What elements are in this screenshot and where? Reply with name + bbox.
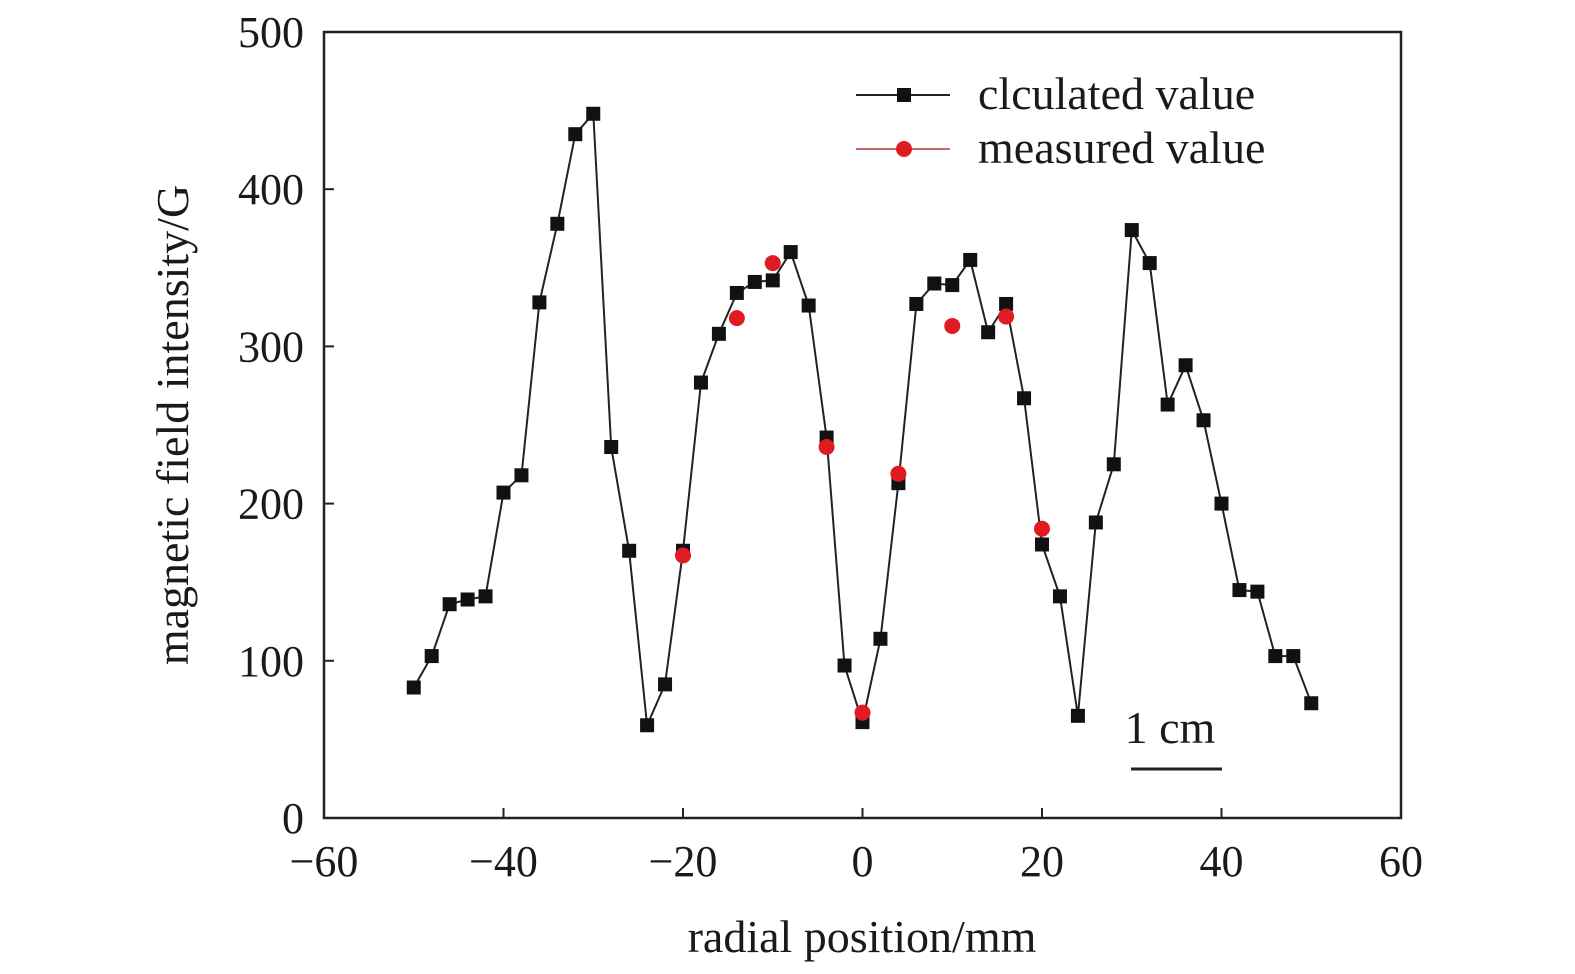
point-measured — [764, 255, 781, 272]
point-measured — [944, 317, 961, 334]
point-calculated — [1268, 649, 1283, 664]
point-calculated — [406, 680, 421, 695]
point-calculated — [909, 296, 924, 311]
point-measured — [854, 704, 871, 721]
point-calculated — [927, 276, 942, 291]
point-calculated — [1052, 589, 1067, 604]
y-tick-label: 100 — [238, 637, 304, 686]
point-measured — [675, 547, 691, 564]
point-measured — [1034, 520, 1050, 537]
point-calculated — [1017, 391, 1032, 406]
legend-label-measured: measured value — [978, 122, 1265, 173]
scale-bar-label: 1 cm — [1125, 702, 1216, 753]
point-calculated — [981, 325, 996, 340]
legend: clculated value measured value — [856, 68, 1265, 173]
point-calculated — [496, 485, 511, 500]
x-axis-title: radial position/mm — [688, 911, 1037, 962]
point-calculated — [693, 375, 708, 390]
point-calculated — [1035, 537, 1049, 552]
point-calculated — [1124, 223, 1139, 238]
point-calculated — [945, 278, 960, 293]
point-calculated — [1070, 708, 1085, 723]
x-tick-label: 40 — [1200, 837, 1244, 886]
x-tick-label: 20 — [1020, 837, 1064, 886]
point-calculated — [747, 274, 762, 289]
point-measured — [998, 308, 1015, 325]
point-calculated — [1088, 515, 1103, 530]
point-calculated — [1178, 358, 1193, 373]
point-calculated — [729, 285, 744, 300]
point-calculated — [478, 589, 493, 604]
point-calculated — [1232, 583, 1247, 598]
point-calculated — [711, 326, 726, 341]
series-line-calculated — [412, 111, 1313, 730]
point-calculated — [604, 440, 619, 455]
point-calculated — [460, 592, 475, 607]
point-calculated — [1304, 696, 1319, 711]
point-calculated — [963, 252, 978, 267]
legend-label-calculated: clculated value — [978, 68, 1255, 119]
point-calculated — [1214, 496, 1229, 511]
point-calculated — [765, 273, 780, 288]
point-calculated — [783, 245, 798, 260]
y-tick-labels: 0 100 200 300 400 500 — [238, 8, 304, 843]
point-calculated — [658, 677, 673, 692]
point-calculated — [424, 649, 439, 664]
x-tick-label: 0 — [852, 837, 874, 886]
point-measured — [728, 310, 745, 327]
point-calculated — [514, 468, 529, 483]
point-calculated — [532, 295, 547, 310]
point-calculated — [1160, 397, 1175, 412]
y-tick-label: 200 — [238, 480, 304, 529]
point-calculated — [586, 106, 601, 121]
point-calculated — [442, 597, 457, 612]
point-calculated — [999, 296, 1014, 311]
x-tick-labels: −60 −40 −20 0 20 40 60 — [290, 837, 1423, 886]
series-layer — [406, 106, 1319, 733]
point-calculated — [1196, 413, 1211, 428]
x-tick-label: −40 — [469, 837, 538, 886]
x-tick-label: −60 — [290, 837, 359, 886]
point-measured — [818, 439, 835, 456]
legend-marker-measured — [896, 141, 912, 157]
point-calculated — [1142, 256, 1157, 271]
point-calculated — [568, 127, 583, 142]
point-calculated — [801, 298, 816, 313]
point-calculated — [873, 631, 888, 646]
point-calculated — [1250, 584, 1265, 599]
point-calculated — [1106, 457, 1121, 472]
point-calculated — [640, 718, 655, 733]
x-tick-label: 60 — [1379, 837, 1423, 886]
y-tick-label: 400 — [238, 165, 304, 214]
y-axis-title: magnetic field intensity/G — [147, 185, 198, 665]
point-calculated — [1286, 649, 1301, 664]
point-measured — [890, 465, 907, 482]
legend-marker-calculated — [897, 88, 911, 102]
axis-ticks — [323, 31, 1402, 819]
point-calculated — [837, 658, 852, 673]
y-tick-label: 300 — [238, 322, 304, 371]
point-calculated — [550, 216, 565, 231]
point-calculated — [622, 543, 637, 558]
y-tick-label: 0 — [282, 794, 304, 843]
x-tick-label: −20 — [649, 837, 718, 886]
scale-bar: 1 cm — [1125, 702, 1222, 771]
y-tick-label: 500 — [238, 8, 304, 57]
